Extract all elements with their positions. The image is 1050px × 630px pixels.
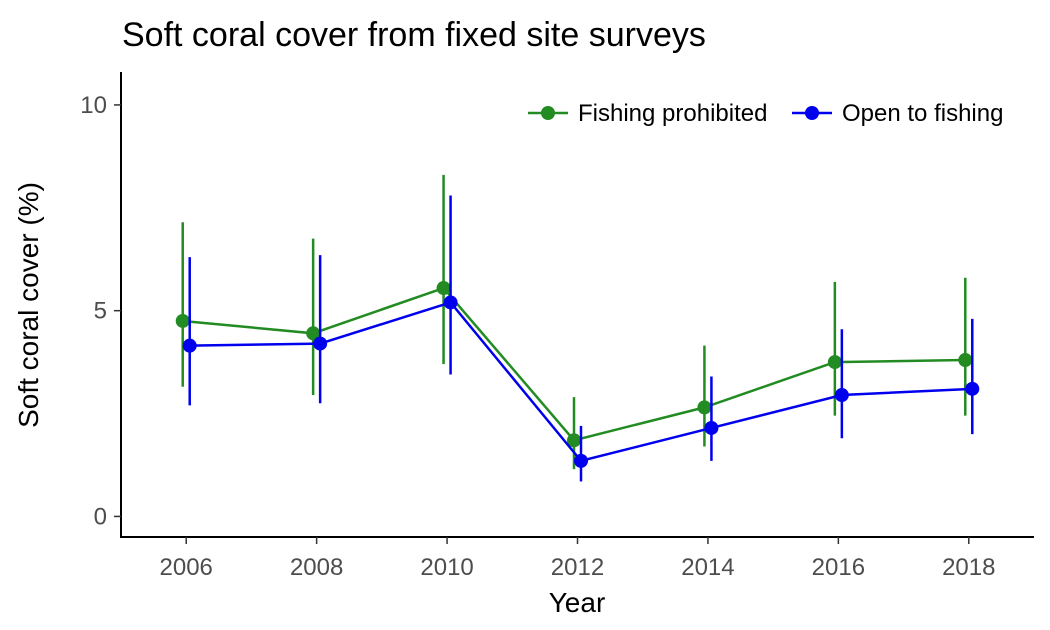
x-axis-title: Year <box>549 587 606 618</box>
y-tick-label: 5 <box>94 298 107 325</box>
x-tick-label: 2018 <box>942 554 995 581</box>
legend: Fishing prohibited Open to fishing <box>528 100 1003 127</box>
chart-title: Soft coral cover from fixed site surveys <box>122 16 706 54</box>
y-axis-title: Soft coral cover (%) <box>13 182 44 428</box>
x-tick-label: 2008 <box>290 554 343 581</box>
legend-label: Open to fishing <box>842 100 1003 127</box>
data-point-fishing-prohibited <box>697 400 712 415</box>
y-tick-label: 10 <box>80 92 107 119</box>
data-point-open-to-fishing <box>574 453 588 468</box>
legend-item-fishing-prohibited: Fishing prohibited <box>528 100 767 127</box>
legend-key-point <box>805 106 819 120</box>
data-point-open-to-fishing <box>704 420 719 435</box>
data-point-open-to-fishing <box>834 388 849 403</box>
data-point-fishing-prohibited <box>827 355 842 370</box>
data-point-open-to-fishing <box>182 338 197 353</box>
y-tick-label: 0 <box>94 503 107 530</box>
axes <box>120 72 1034 538</box>
ticks: 2006 2008 2010 2012 2014 2016 2018 0 5 10 <box>80 92 995 581</box>
plot-area <box>175 174 980 482</box>
data-point-fishing-prohibited <box>436 281 451 296</box>
series-open-to-fishing <box>182 195 980 482</box>
legend-label: Fishing prohibited <box>578 100 767 127</box>
data-point-open-to-fishing <box>313 336 328 351</box>
legend-key-point <box>541 106 555 120</box>
x-tick-label: 2016 <box>812 554 865 581</box>
x-tick-label: 2006 <box>160 554 213 581</box>
data-point-open-to-fishing <box>965 381 980 396</box>
data-point-fishing-prohibited <box>958 353 973 368</box>
x-tick-label: 2014 <box>681 554 734 581</box>
x-tick-label: 2012 <box>551 554 604 581</box>
data-point-open-to-fishing <box>443 295 458 310</box>
data-point-fishing-prohibited <box>567 433 581 448</box>
legend-item-open-to-fishing: Open to fishing <box>792 100 1003 127</box>
x-tick-label: 2010 <box>420 554 473 581</box>
data-point-fishing-prohibited <box>306 326 321 341</box>
series-fishing-prohibited <box>175 174 973 470</box>
data-point-fishing-prohibited <box>175 313 190 328</box>
